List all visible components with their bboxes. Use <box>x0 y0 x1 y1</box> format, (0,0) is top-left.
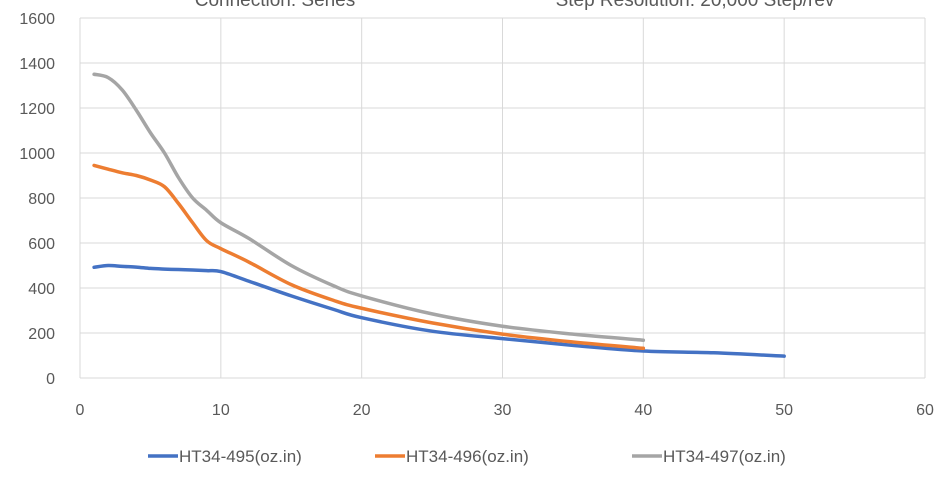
y-tick-label: 200 <box>28 326 55 343</box>
y-tick-label: 1400 <box>19 56 55 73</box>
x-tick-label: 60 <box>916 402 934 419</box>
legend-label: HT34-497(oz.in) <box>663 447 786 466</box>
legend-entry-1: HT34-495(oz.in) <box>148 447 302 466</box>
x-tick-label: 0 <box>76 402 85 419</box>
y-tick-label: 800 <box>28 191 55 208</box>
series-line-3 <box>94 74 643 340</box>
legend-entry-2: HT34-496(oz.in) <box>375 447 529 466</box>
series-line-1 <box>94 265 784 356</box>
y-tick-label: 0 <box>46 371 55 388</box>
x-tick-label: 30 <box>494 402 512 419</box>
x-tick-label: 20 <box>353 402 371 419</box>
y-tick-label: 1600 <box>19 11 55 28</box>
legend: HT34-495(oz.in) HT34-496(oz.in) HT34-497(o… <box>148 447 786 466</box>
title-step-resolution: Step Resolution: 20,000 Step/rev <box>556 0 835 11</box>
series-lines <box>94 74 784 356</box>
chart-titles: Connection: Series Step Resolution: 20,0… <box>195 0 835 11</box>
gridlines <box>80 18 925 378</box>
y-tick-label: 600 <box>28 236 55 253</box>
x-tick-label: 50 <box>775 402 793 419</box>
legend-label: HT34-495(oz.in) <box>179 447 302 466</box>
y-tick-label: 1200 <box>19 101 55 118</box>
y-tick-label: 400 <box>28 281 55 298</box>
legend-entry-3: HT34-497(oz.in) <box>632 447 786 466</box>
axes: 0 200 400 600 800 1000 1200 1400 1600 0 10 20 30 40 50… <box>19 11 934 419</box>
y-tick-label: 1000 <box>19 146 55 163</box>
title-connection: Connection: Series <box>195 0 356 11</box>
legend-label: HT34-496(oz.in) <box>406 447 529 466</box>
x-tick-label: 10 <box>212 402 230 419</box>
x-tick-label: 40 <box>634 402 652 419</box>
